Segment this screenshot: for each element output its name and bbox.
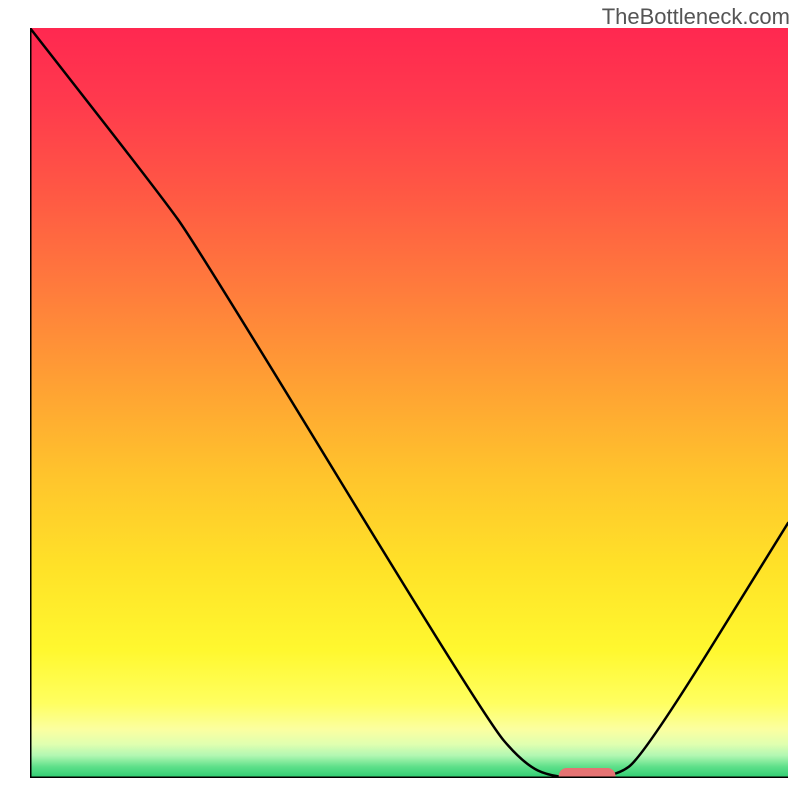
bottleneck-chart [0, 0, 800, 800]
gradient-background [30, 28, 788, 778]
optimal-marker [559, 768, 616, 784]
chart-container: TheBottleneck.com [0, 0, 800, 800]
plot-area [30, 28, 788, 784]
watermark-label: TheBottleneck.com [602, 4, 790, 30]
